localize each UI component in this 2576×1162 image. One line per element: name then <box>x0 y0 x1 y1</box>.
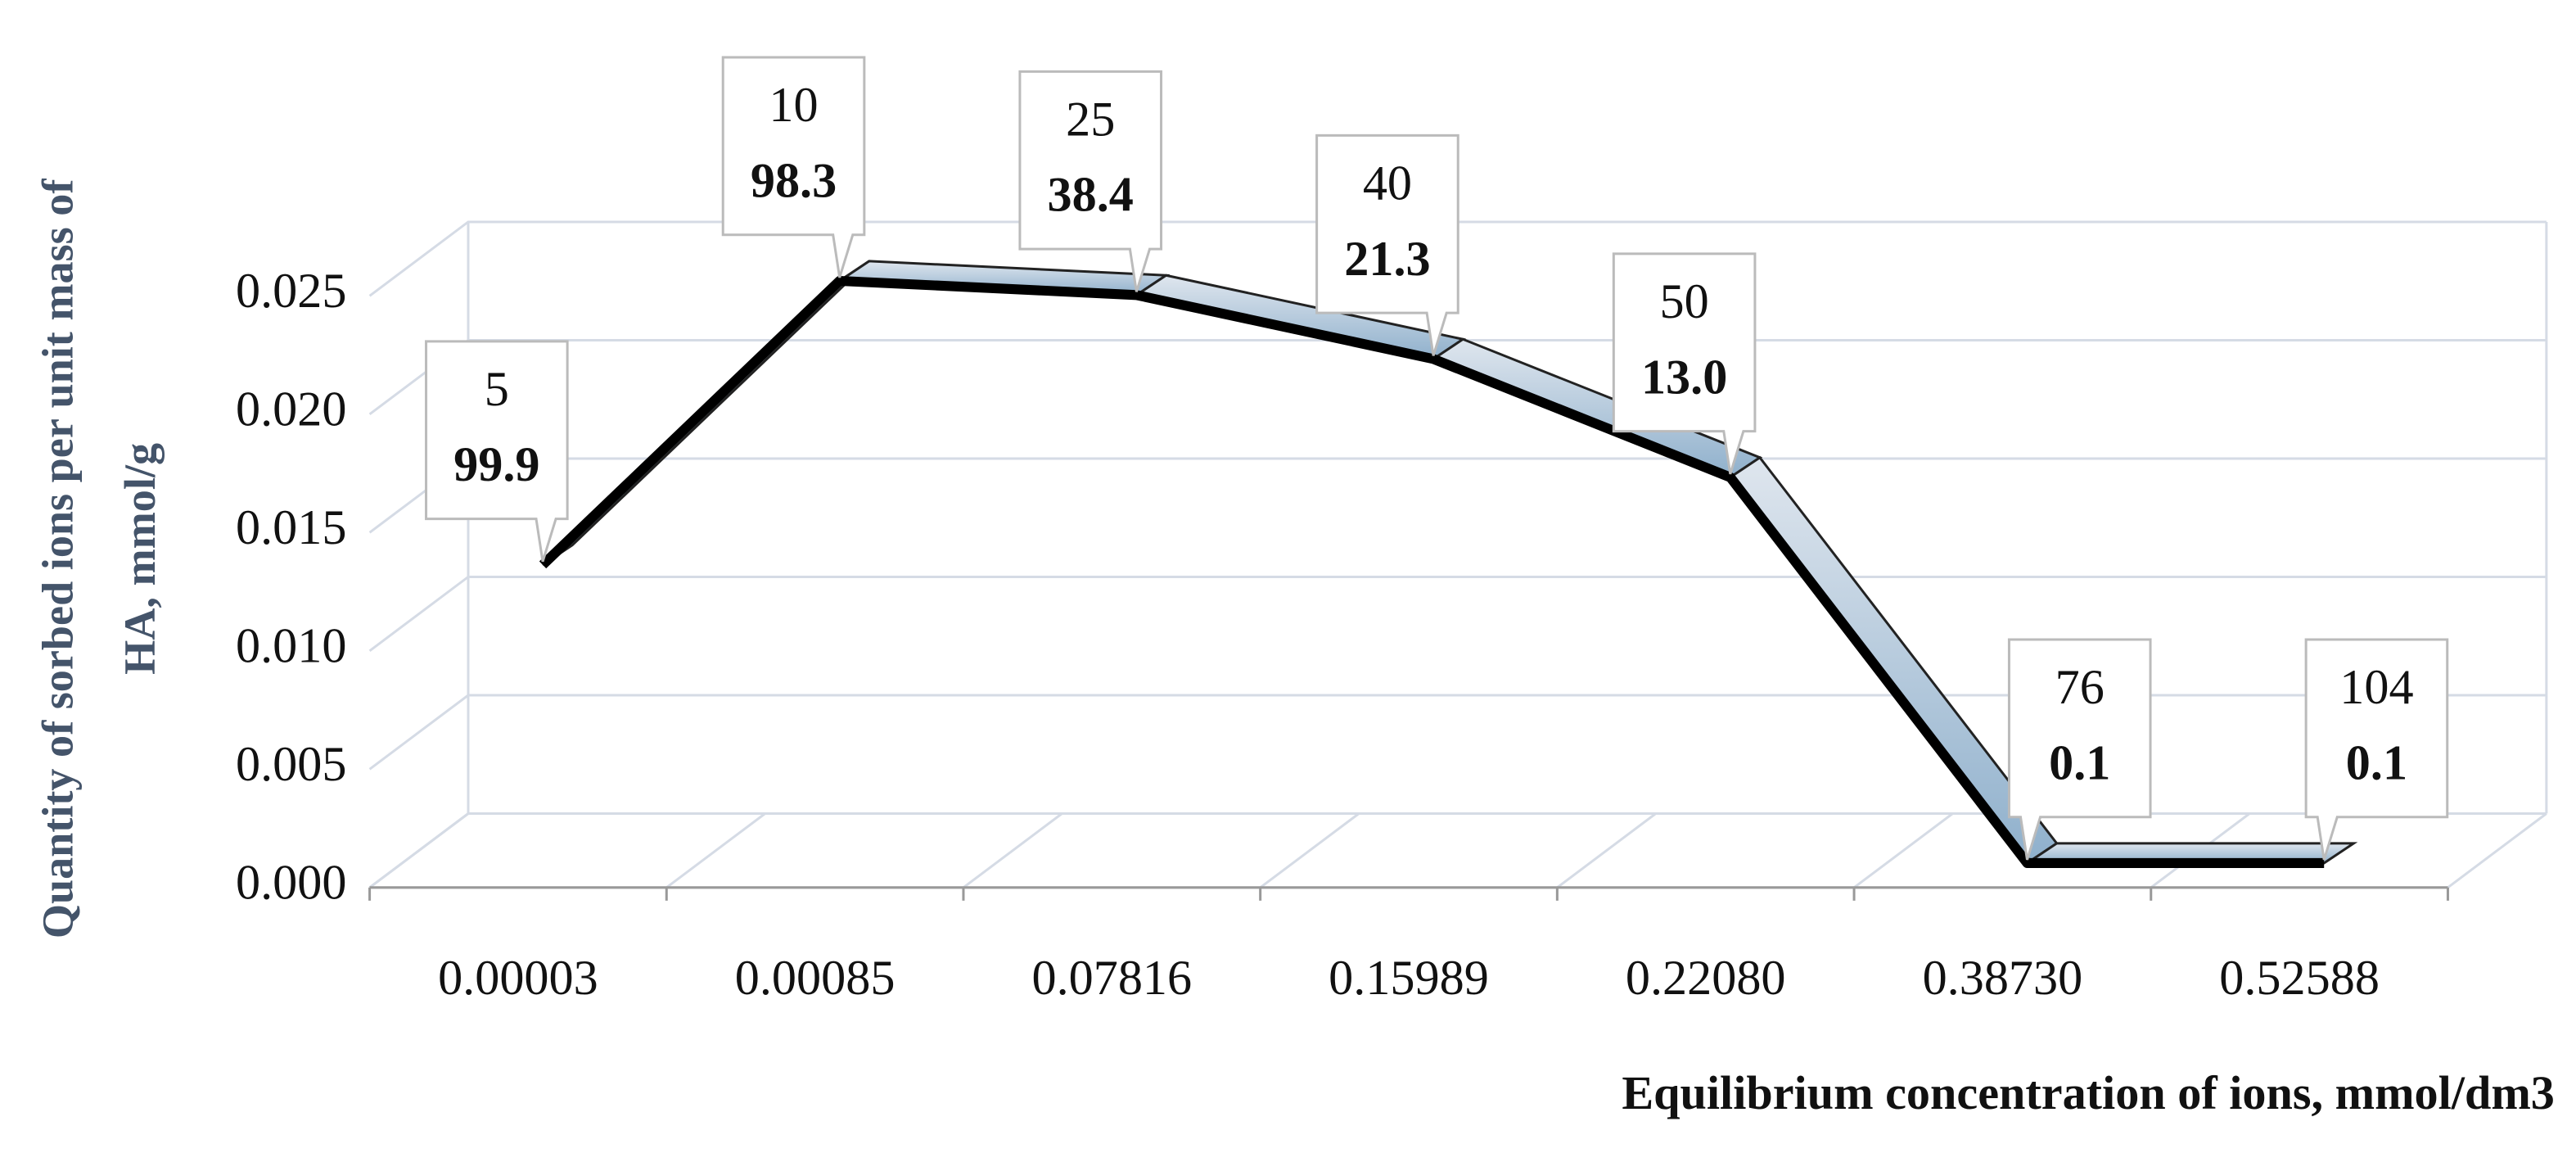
y-tick-label: 0.000 <box>236 856 346 911</box>
callout-top: 104 <box>2339 660 2413 715</box>
y-tick-label: 0.025 <box>236 264 346 319</box>
grid-line <box>368 812 2547 889</box>
y-axis-title: Quantity of sorbed ions per unit mass of… <box>34 179 165 939</box>
y-tick-label: 0.020 <box>236 382 346 437</box>
x-tick-label: 0.52588 <box>2219 951 2380 1006</box>
callout <box>1018 70 1163 292</box>
callout <box>2304 638 2449 861</box>
callout-bottom: 98.3 <box>751 153 837 208</box>
callout-bottom: 38.4 <box>1048 168 1134 223</box>
y-tick-label: 0.015 <box>236 500 346 555</box>
floor-line <box>665 812 766 889</box>
callout-top: 40 <box>1363 156 1412 210</box>
floor-line <box>1259 812 1360 889</box>
callout <box>425 340 569 563</box>
grid-line <box>368 694 2547 771</box>
callout <box>1612 252 1757 475</box>
floor-line <box>2447 812 2547 889</box>
callout-top: 50 <box>1660 274 1709 329</box>
callout-bottom: 13.0 <box>1641 350 1727 405</box>
x-axis-title: Equilibrium concentration of ions, mmol/… <box>1622 1066 2555 1119</box>
x-tick-label: 0.15989 <box>1329 951 1489 1006</box>
y-title-line: HA, mmol/g <box>115 443 165 675</box>
y-title-line: Quantity of sorbed ions per unit mass of <box>34 179 83 939</box>
ribbon-face <box>1728 455 2059 865</box>
callout-top: 25 <box>1066 92 1115 147</box>
grid-line <box>368 220 2547 297</box>
floor-line <box>1556 812 1657 889</box>
x-tick-label: 0.07816 <box>1031 951 1192 1006</box>
x-tick-label: 0.00003 <box>438 951 598 1006</box>
callout-top: 5 <box>485 362 509 417</box>
line <box>539 275 2325 868</box>
y-tick-label: 0.010 <box>236 619 346 674</box>
callout-bottom: 0.1 <box>2049 735 2110 790</box>
y-tick-label: 0.005 <box>236 737 346 792</box>
grid-line <box>368 457 2547 534</box>
x-tick-label: 0.38730 <box>1923 951 2083 1006</box>
floor-line <box>1853 812 1954 889</box>
grid-line <box>368 575 2547 653</box>
callout-top: 76 <box>2055 660 2105 715</box>
callout-bottom: 99.9 <box>453 437 539 492</box>
callout-bottom: 21.3 <box>1344 232 1430 287</box>
callout-bottom: 0.1 <box>2346 735 2407 790</box>
floor-line <box>963 812 1063 889</box>
callout-top: 10 <box>769 78 818 133</box>
x-tick-label: 0.00085 <box>735 951 896 1006</box>
x-tick-label: 0.22080 <box>1626 951 1786 1006</box>
callout <box>1315 133 1459 356</box>
callout <box>2007 638 2152 861</box>
callout <box>721 56 866 278</box>
